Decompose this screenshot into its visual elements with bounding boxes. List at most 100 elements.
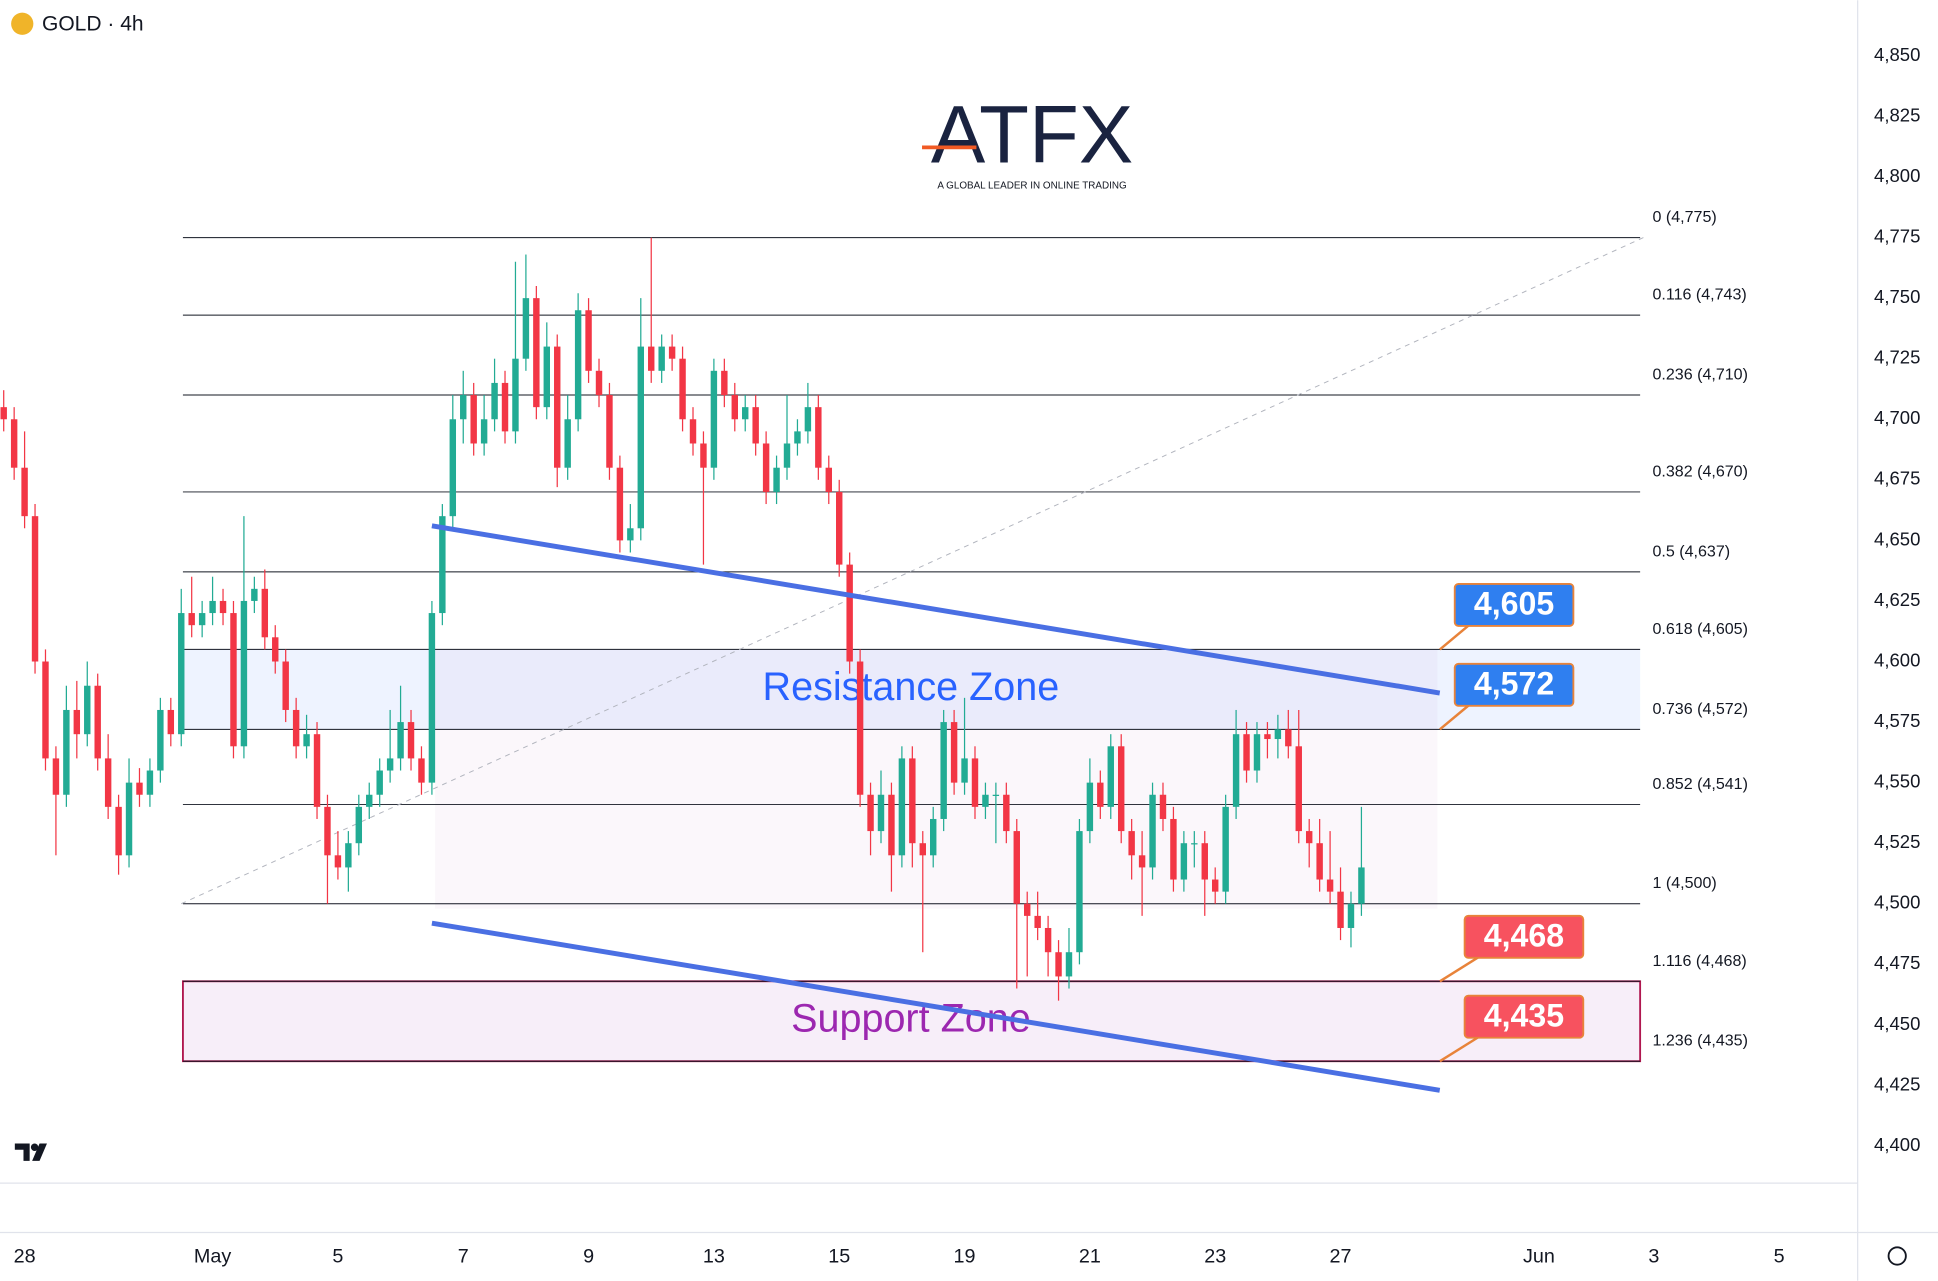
candle-body (63, 709, 70, 795)
candle-body (460, 395, 467, 420)
candle-body (574, 310, 582, 420)
candle-body (439, 516, 446, 614)
candle-body (1065, 952, 1073, 977)
candle-body (178, 613, 185, 735)
candle-body (930, 818, 937, 856)
trendline (431, 920, 1441, 1093)
fib-label: 0.382 (4,670) (1652, 462, 1747, 480)
symbol-icon (11, 12, 34, 35)
candle-body (1138, 855, 1146, 868)
fib-label: 1.236 (4,435) (1652, 1032, 1747, 1050)
callout-box (1463, 914, 1585, 959)
candle-body (94, 685, 101, 759)
candle-body (1232, 734, 1240, 807)
y-tick-label: 4,600 (1874, 649, 1920, 670)
y-tick-label: 4,650 (1874, 528, 1920, 549)
y-tick-label: 4,825 (1874, 104, 1920, 125)
x-tick-label: 3 (1648, 1245, 1659, 1267)
y-tick-label: 4,800 (1874, 165, 1920, 186)
candle-body (689, 419, 697, 444)
candle-body (303, 734, 310, 747)
candle-body (1316, 843, 1323, 880)
symbol-label: GOLD · 4h (42, 13, 144, 36)
candle-body (491, 382, 498, 420)
y-tick-label: 4,725 (1874, 347, 1920, 368)
y-tick-label: 4,675 (1874, 468, 1920, 489)
fib-label: 0.116 (4,743) (1652, 286, 1746, 304)
candle-body (1191, 843, 1198, 845)
candle-body (762, 443, 770, 492)
candle-body (898, 758, 906, 856)
fib-diagonal (181, 237, 1644, 905)
candle-body (1211, 879, 1219, 892)
x-tick-label: 13 (703, 1245, 725, 1267)
y-tick-label: 4,625 (1874, 589, 1920, 610)
candle-body (804, 407, 812, 432)
candle-body (1117, 746, 1125, 832)
y-tick-label: 4,425 (1874, 1073, 1920, 1094)
candle-body (407, 722, 415, 759)
fib-label: 0.618 (4,605) (1652, 620, 1747, 638)
candle-body (1347, 903, 1355, 928)
candle-body (1097, 782, 1104, 807)
candle-body (0, 407, 7, 420)
candle-body (251, 588, 258, 601)
candle-body (334, 855, 342, 868)
candle-body (961, 758, 968, 783)
candle-body (721, 370, 728, 396)
candle-body (992, 794, 1000, 796)
zone (182, 649, 1641, 730)
candle-body (1285, 729, 1292, 747)
x-tick-label: 5 (332, 1245, 343, 1267)
callout-pointer (1439, 623, 1471, 651)
candle-body (846, 564, 853, 662)
candle-body (940, 722, 947, 819)
candle-body (888, 794, 895, 856)
y-tick-label: 4,700 (1874, 407, 1920, 428)
candle-body (240, 600, 248, 747)
candle-body (1034, 915, 1041, 928)
logo-tagline: A GLOBAL LEADER IN ONLINE TRADING (937, 180, 1126, 191)
candle-body (522, 298, 530, 359)
fib-label: 1 (4,500) (1652, 874, 1716, 892)
candle-body (585, 310, 592, 371)
candle-body (825, 467, 832, 492)
candle-body (292, 709, 300, 747)
candle-body (198, 613, 206, 626)
candle-body (501, 382, 509, 432)
candle-body (554, 346, 561, 468)
candle-body (668, 346, 676, 359)
candle-body (950, 722, 958, 783)
candle-body (1107, 746, 1114, 807)
x-tick-label: 9 (583, 1245, 594, 1267)
candle-body (1149, 794, 1156, 868)
candle-body (52, 758, 60, 795)
y-tick-label: 4,400 (1874, 1134, 1920, 1155)
callout-pointer (1439, 703, 1471, 731)
candle-body (606, 395, 613, 468)
y-tick-label: 4,525 (1874, 831, 1920, 852)
candle-body (742, 407, 749, 420)
candle-body (1337, 891, 1344, 928)
x-tick-label: May (194, 1245, 231, 1267)
fib-label: 0.236 (4,710) (1652, 366, 1747, 384)
candle-body (282, 661, 289, 710)
y-tick-label: 4,550 (1874, 771, 1920, 792)
x-tick-label: 5 (1774, 1245, 1785, 1267)
settings-icon[interactable] (1887, 1246, 1907, 1266)
callout-label: 4,435 (1484, 997, 1564, 1033)
candle-body (1180, 843, 1188, 880)
callout-box (1463, 994, 1585, 1039)
fib-label: 0.852 (4,541) (1652, 775, 1747, 793)
candle-body (1024, 903, 1031, 916)
candle-body (209, 600, 216, 614)
candle-body (595, 370, 603, 396)
candle-body (1076, 831, 1083, 953)
candle-body (627, 528, 634, 541)
candle-body (877, 794, 885, 832)
candle-body (470, 395, 477, 444)
candle-body (115, 806, 122, 856)
candle-body (157, 709, 164, 771)
candle-body (73, 709, 81, 735)
